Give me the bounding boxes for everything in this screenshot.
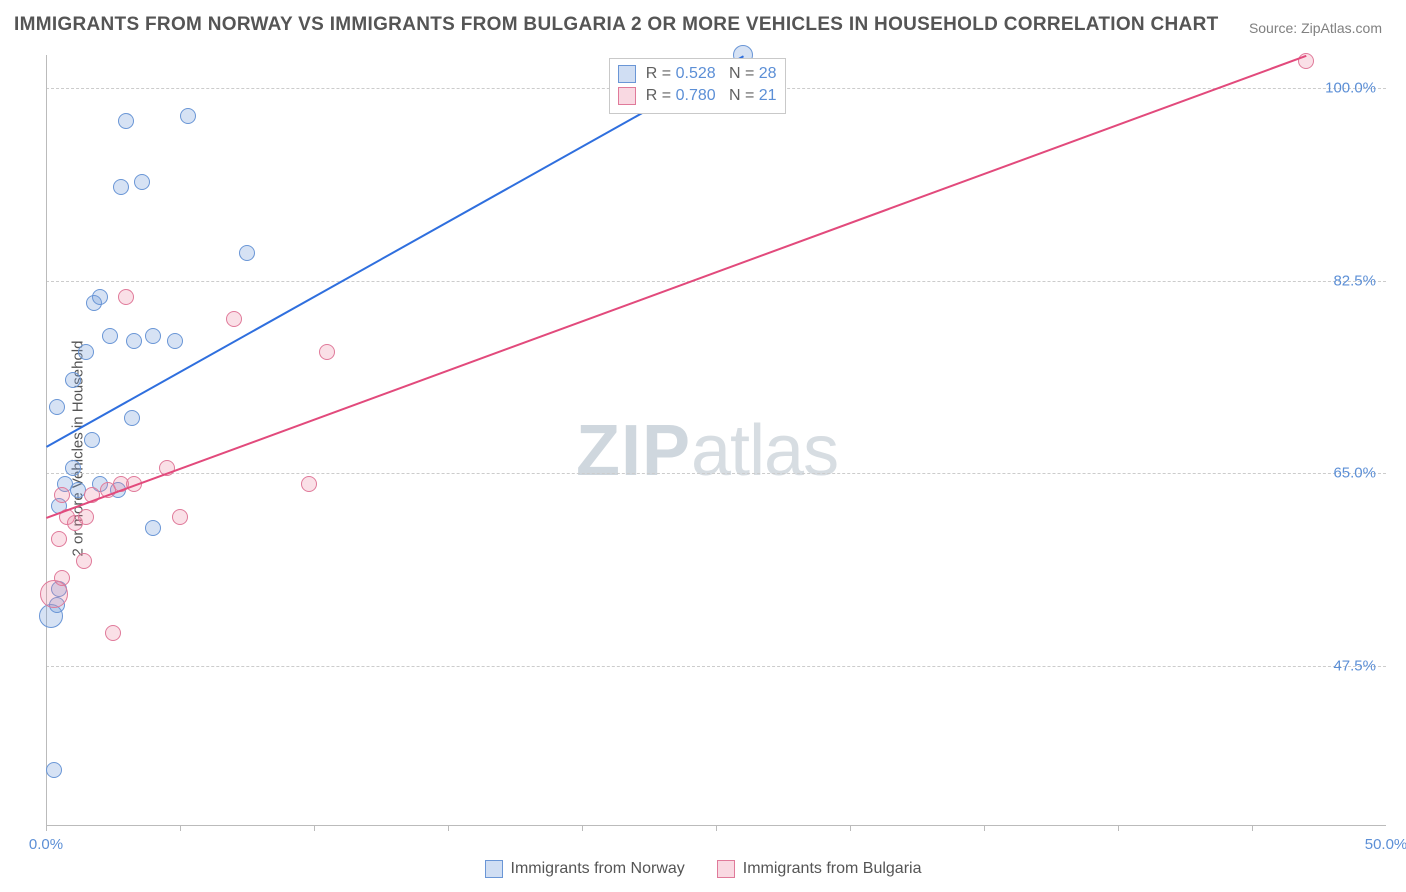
legend-swatch — [717, 860, 735, 878]
x-tick — [180, 825, 181, 831]
watermark: ZIPatlas — [576, 410, 838, 492]
legend-text: R = 0.780 N = 21 — [646, 87, 777, 105]
data-point — [145, 520, 161, 536]
legend-label: Immigrants from Norway — [511, 860, 685, 878]
gridline-h — [46, 473, 1386, 474]
gridline-h — [46, 281, 1386, 282]
x-tick — [716, 825, 717, 831]
x-tick — [984, 825, 985, 831]
x-tick — [1118, 825, 1119, 831]
legend-label: Immigrants from Bulgaria — [743, 860, 922, 878]
legend-row: R = 0.780 N = 21 — [618, 85, 777, 107]
legend-swatch — [485, 860, 503, 878]
data-point — [51, 531, 67, 547]
legend-r-n-box: R = 0.528 N = 28 R = 0.780 N = 21 — [609, 58, 786, 114]
x-tick — [1252, 825, 1253, 831]
data-point — [46, 762, 62, 778]
data-point — [167, 333, 183, 349]
legend-swatch — [618, 65, 636, 83]
x-tick-label: 0.0% — [29, 836, 63, 853]
data-point — [76, 553, 92, 569]
chart-container: IMMIGRANTS FROM NORWAY VS IMMIGRANTS FRO… — [0, 0, 1406, 892]
gridline-h — [46, 666, 1386, 667]
watermark-zip: ZIP — [576, 411, 691, 491]
chart-title: IMMIGRANTS FROM NORWAY VS IMMIGRANTS FRO… — [14, 14, 1219, 36]
legend-row: R = 0.528 N = 28 — [618, 63, 777, 85]
data-point — [145, 328, 161, 344]
data-point — [102, 328, 118, 344]
data-point — [113, 179, 129, 195]
plot-area: ZIPatlas 47.5%65.0%82.5%100.0%0.0%50.0%R… — [46, 55, 1386, 825]
x-tick — [850, 825, 851, 831]
data-point — [92, 289, 108, 305]
trend-line — [46, 55, 1306, 519]
data-point — [319, 344, 335, 360]
legend-item: Immigrants from Norway — [485, 860, 685, 878]
data-point — [134, 174, 150, 190]
y-tick-label: 65.0% — [1333, 465, 1376, 482]
data-point — [78, 509, 94, 525]
data-point — [124, 410, 140, 426]
x-tick — [582, 825, 583, 831]
y-tick-label: 100.0% — [1325, 80, 1376, 97]
data-point — [78, 344, 94, 360]
legend-item: Immigrants from Bulgaria — [717, 860, 922, 878]
watermark-atlas: atlas — [691, 411, 838, 491]
data-point — [84, 432, 100, 448]
y-tick-label: 47.5% — [1333, 657, 1376, 674]
legend-swatch — [618, 87, 636, 105]
data-point — [118, 289, 134, 305]
data-point — [65, 460, 81, 476]
y-tick-label: 82.5% — [1333, 272, 1376, 289]
data-point — [54, 570, 70, 586]
x-tick — [448, 825, 449, 831]
data-point — [105, 625, 121, 641]
data-point — [49, 399, 65, 415]
x-tick-label: 50.0% — [1365, 836, 1406, 853]
data-point — [180, 108, 196, 124]
data-point — [65, 372, 81, 388]
data-point — [301, 476, 317, 492]
legend-text: R = 0.528 N = 28 — [646, 65, 777, 83]
data-point — [226, 311, 242, 327]
legend-bottom: Immigrants from Norway Immigrants from Bu… — [0, 860, 1406, 878]
source-label: Source: ZipAtlas.com — [1249, 20, 1382, 36]
data-point — [239, 245, 255, 261]
y-axis-line — [46, 55, 47, 825]
data-point — [54, 487, 70, 503]
data-point — [118, 113, 134, 129]
x-tick — [314, 825, 315, 831]
data-point — [126, 333, 142, 349]
data-point — [172, 509, 188, 525]
x-tick — [46, 825, 47, 831]
